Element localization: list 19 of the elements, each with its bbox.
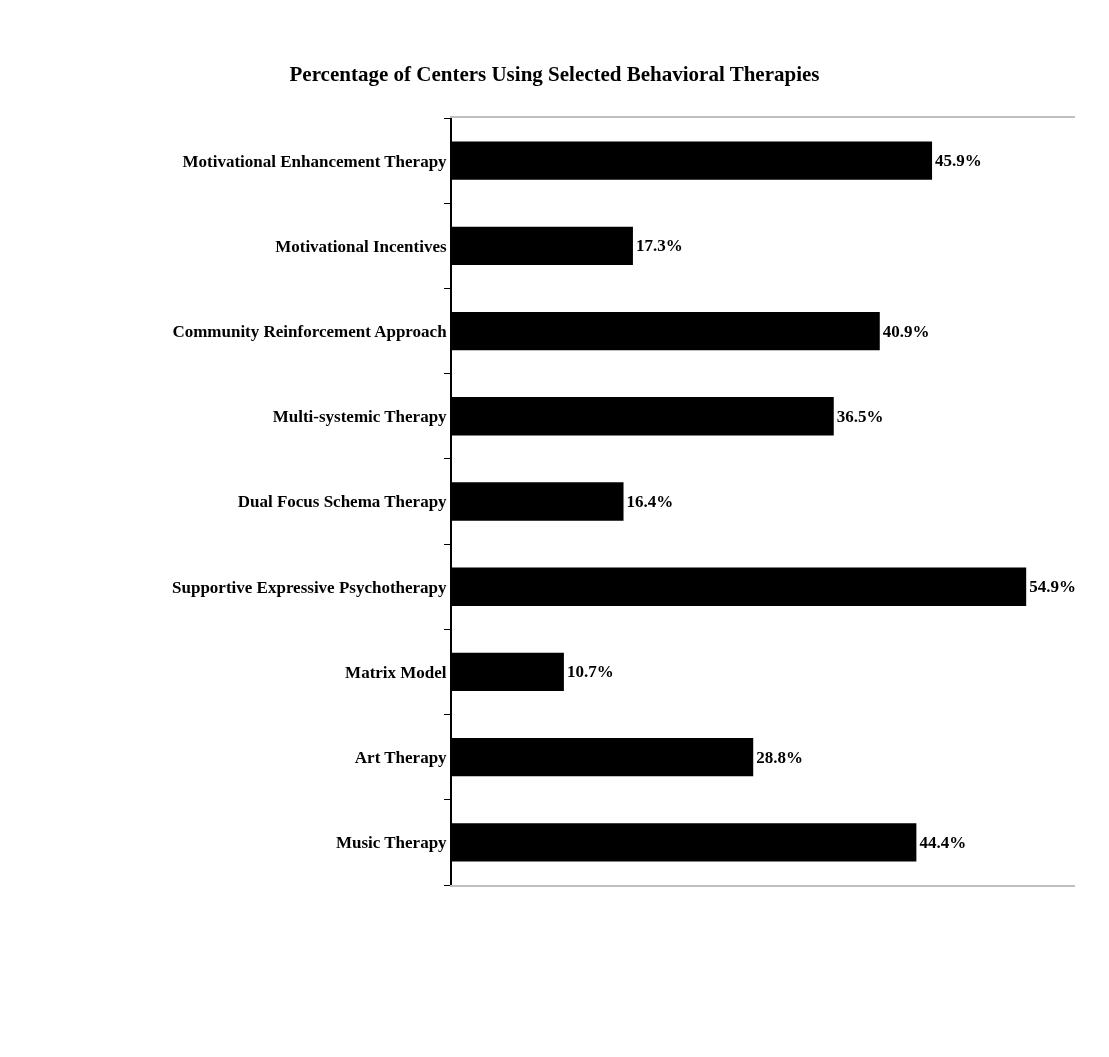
y-tick-label: Motivational Enhancement Therapy bbox=[182, 151, 448, 171]
y-tick-label: Matrix Model bbox=[345, 662, 447, 682]
data-label: 10.7% bbox=[566, 662, 614, 682]
data-label: 36.5% bbox=[836, 406, 884, 426]
chart-title: Percentage of Centers Using Selected Behavioral Therapies bbox=[289, 62, 820, 87]
y-tick-label: Supportive Expressive Psychotherapy bbox=[172, 577, 448, 597]
data-label: 28.8% bbox=[756, 747, 803, 767]
y-tick-label: Dual Focus Schema Therapy bbox=[237, 492, 448, 512]
data-label: 17.3% bbox=[635, 236, 683, 256]
data-label: 16.4% bbox=[626, 492, 674, 511]
y-tick-label: Community Reinforcement Approach bbox=[172, 322, 448, 342]
data-label: 54.9% bbox=[1029, 577, 1076, 597]
y-tick-label: Motivational Incentives bbox=[275, 236, 447, 256]
data-label: 40.9% bbox=[882, 321, 930, 341]
y-tick-label: Multi-systemic Therapy bbox=[272, 407, 448, 427]
y-tick-label: Art Therapy bbox=[354, 748, 448, 768]
data-label: 44.4% bbox=[919, 832, 967, 852]
y-tick-label: Music Therapy bbox=[335, 833, 448, 853]
data-label: 45.9% bbox=[935, 151, 982, 171]
